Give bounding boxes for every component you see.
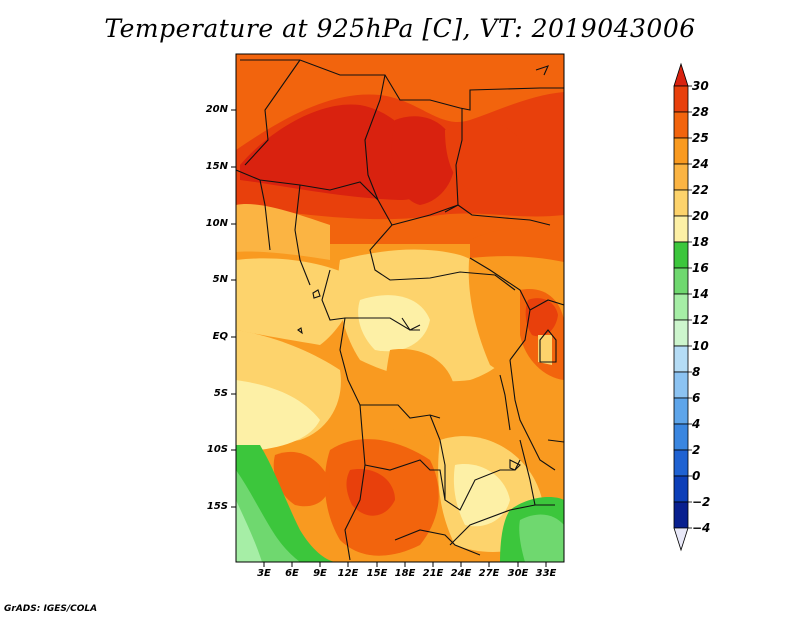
temperature-field [236,54,564,562]
y-tick-label: 20N [205,104,228,115]
colorbar-segment [673,319,689,347]
y-tick-label: 10S [206,444,228,455]
colorbar-label: 20 [692,209,709,223]
country-borders [236,59,564,561]
y-tick-label: 5S [213,388,228,399]
map-title: Temperature at 925hPa [C], VT: 201904300… [104,14,696,43]
y-tick-label: 15N [205,161,228,172]
x-tick-label: 33E [535,568,557,579]
credit-text: GrADS: IGES/COLA [4,604,98,614]
colorbar-top-arrow [673,62,689,87]
colorbar-label: 14 [692,287,709,301]
x-tick-label: 6E [285,568,299,579]
colorbar-segment [673,345,689,373]
x-tick-label: 18E [394,568,416,579]
colorbar-segment [673,475,689,503]
colorbar-segment [673,449,689,477]
x-tick-label: 21E [422,568,444,579]
colorbar-segment [673,215,689,243]
colorbar [673,62,692,552]
colorbar-label: 12 [692,313,709,327]
colorbar-segment [673,111,689,139]
y-tick-label: 5N [212,274,228,285]
x-tick-label: 3E [257,568,271,579]
colorbar-label: 28 [692,105,709,119]
x-tick-label: 30E [507,568,529,579]
colorbar-label: −4 [692,521,711,535]
colorbar-label: 6 [692,391,701,405]
colorbar-segment [673,267,689,295]
x-tick-label: 24E [450,568,472,579]
colorbar-segment [673,397,689,425]
colorbar-segment [673,241,689,269]
x-tick-label: 9E [313,568,327,579]
x-tick-label: 12E [337,568,359,579]
colorbar-label: 22 [692,183,709,197]
y-tick-label: EQ [212,331,228,342]
y-tick-label: 15S [206,501,228,512]
colorbar-segment [673,293,689,321]
colorbar-segment [673,189,689,217]
y-tick-label: 10N [205,218,228,229]
colorbar-segment [673,423,689,451]
colorbar-label: 25 [692,131,709,145]
x-tick-label: 15E [366,568,388,579]
colorbar-segment [673,501,689,529]
colorbar-label: 30 [692,79,709,93]
colorbar-bottom-arrow [673,527,689,552]
x-tick-label: 27E [478,568,500,579]
map-frame [235,53,565,563]
colorbar-label: 10 [692,339,709,353]
colorbar-label: 24 [692,157,709,171]
colorbar-segment [673,163,689,191]
colorbar-label: 16 [692,261,709,275]
colorbar-segment [673,137,689,165]
colorbar-label: −2 [692,495,711,509]
colorbar-label: 0 [692,469,701,483]
colorbar-segment [673,371,689,399]
colorbar-label: 18 [692,235,709,249]
colorbar-label: 8 [692,365,701,379]
colorbar-segment [673,85,689,113]
colorbar-label: 4 [692,417,701,431]
axis-ticks [231,109,547,567]
colorbar-label: 2 [692,443,701,457]
